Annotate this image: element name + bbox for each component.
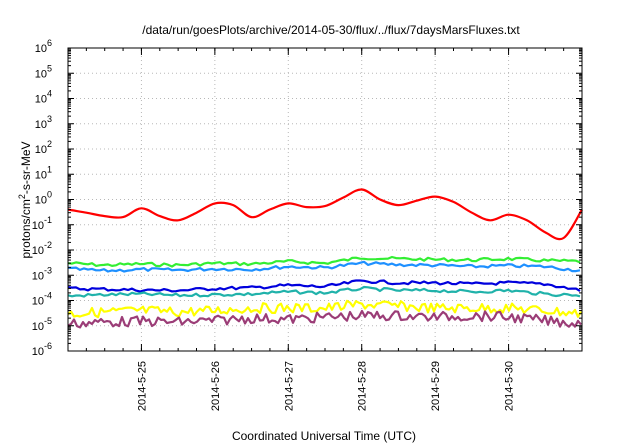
chart-title: /data/run/goesPlots/archive/2014-05-30/f… [142, 23, 520, 37]
series-line-2 [67, 255, 581, 268]
y-tick-label: 106 [35, 38, 52, 55]
y-axis-label: protons/cm2-s-sr-MeV [17, 141, 33, 258]
data-series [67, 188, 583, 329]
y-tick-label: 10-1 [32, 215, 52, 232]
y-tick-label: 102 [35, 139, 52, 156]
x-tick-label: 2014-5-28 [357, 361, 369, 411]
y-tick-label: 10-6 [32, 341, 52, 358]
series-line-4 [67, 279, 581, 293]
y-tick-label: 105 [35, 63, 52, 80]
y-tick-label: 104 [35, 89, 52, 106]
series-line-5 [67, 285, 581, 298]
y-tick-label: 100 [35, 190, 52, 207]
x-tick-label: 2014-5-25 [136, 361, 148, 411]
y-tick-label: 101 [35, 164, 52, 181]
series-line-1 [67, 188, 583, 241]
y-tick-label: 10-2 [32, 240, 52, 257]
series-line-6 [67, 299, 582, 319]
x-axis-label: Coordinated Universal Time (UTC) [232, 429, 416, 443]
y-tick-label: 10-3 [32, 265, 52, 282]
y-tick-label: 10-5 [32, 316, 52, 333]
series-line-3 [67, 260, 581, 273]
x-tick-label: 2014-5-27 [283, 361, 295, 411]
series-line-7 [67, 309, 582, 329]
x-tick-label: 2014-5-30 [504, 361, 516, 411]
x-axis-ticks: 2014-5-25 2014-5-26 2014-5-27 2014-5-28 2014… [67, 48, 583, 411]
y-tick-label: 10-4 [32, 291, 52, 308]
grid-lines [68, 48, 582, 351]
y-tick-label: 103 [35, 114, 52, 131]
x-tick-label: 2014-5-29 [430, 361, 442, 411]
x-tick-label: 2014-5-26 [210, 361, 222, 411]
y-axis-ticks: 10-6 10-5 10-4 10-3 10-2 10-1 100 101 102 103 104 1… [32, 38, 582, 358]
